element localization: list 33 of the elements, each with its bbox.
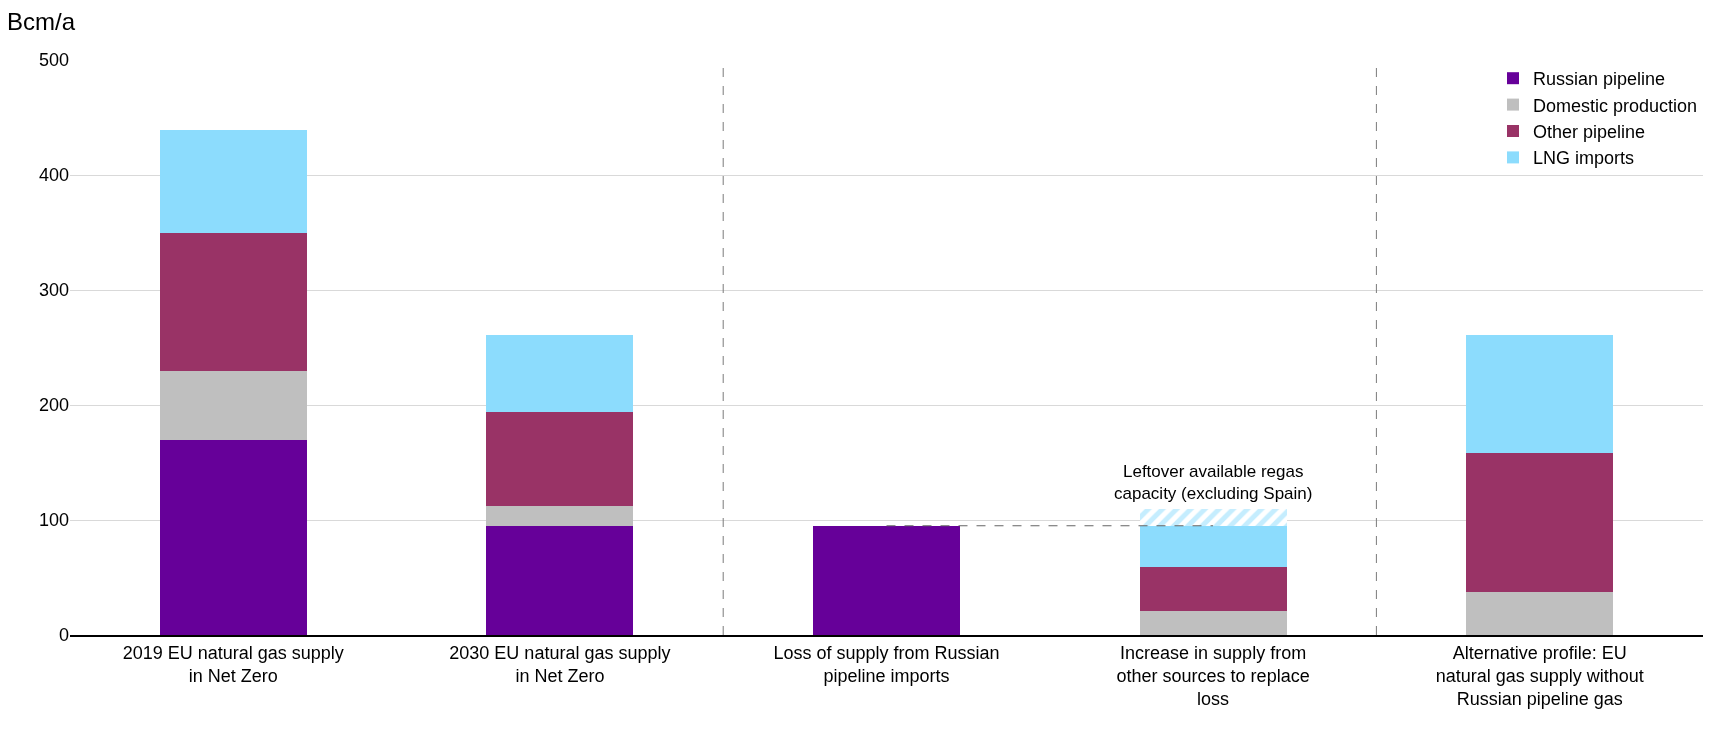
bar [813, 525, 960, 635]
bar [1139, 525, 1287, 568]
y-axis-title: Bcm/a [7, 8, 76, 35]
bar [486, 525, 634, 635]
bar [1139, 610, 1287, 635]
y-tick-label: 200 [38, 395, 69, 416]
legend-label: LNG imports [1533, 148, 1635, 169]
bar [159, 130, 307, 233]
y-tick-label: 100 [38, 510, 69, 531]
x-tick-label: Loss of supply from Russian pipeline imports [773, 642, 1000, 686]
y-tick-label: 0 [58, 625, 69, 646]
bar [486, 411, 634, 507]
x-tick-label: 2019 EU natural gas supply in Net Zero [122, 642, 344, 686]
legend-label: Domestic production [1533, 95, 1698, 116]
y-tick-label: 400 [38, 165, 69, 186]
bar [159, 439, 307, 635]
bar [486, 334, 634, 412]
y-tick-label: 300 [38, 280, 69, 301]
legend-label: Russian pipeline [1533, 69, 1666, 90]
annotation: Leftover available regas capacity (excluding Spain) [1114, 462, 1313, 504]
bar [159, 370, 307, 440]
bar [1139, 508, 1287, 526]
y-tick-label: 500 [38, 50, 69, 71]
bar [1466, 592, 1614, 635]
bar [1466, 453, 1614, 593]
bar [486, 506, 634, 526]
x-tick-label: 2030 EU natural gas supply in Net Zero [449, 642, 671, 686]
x-tick-label: Increase in supply from other sources to replace loss [1116, 642, 1310, 710]
x-tick-label: Alternative profile: EU natural gas supply without Russian pipeline gas [1435, 642, 1644, 710]
bar [1466, 334, 1614, 454]
bar [1139, 567, 1287, 611]
bar [159, 232, 307, 371]
legend-label: Other pipeline [1533, 122, 1646, 143]
